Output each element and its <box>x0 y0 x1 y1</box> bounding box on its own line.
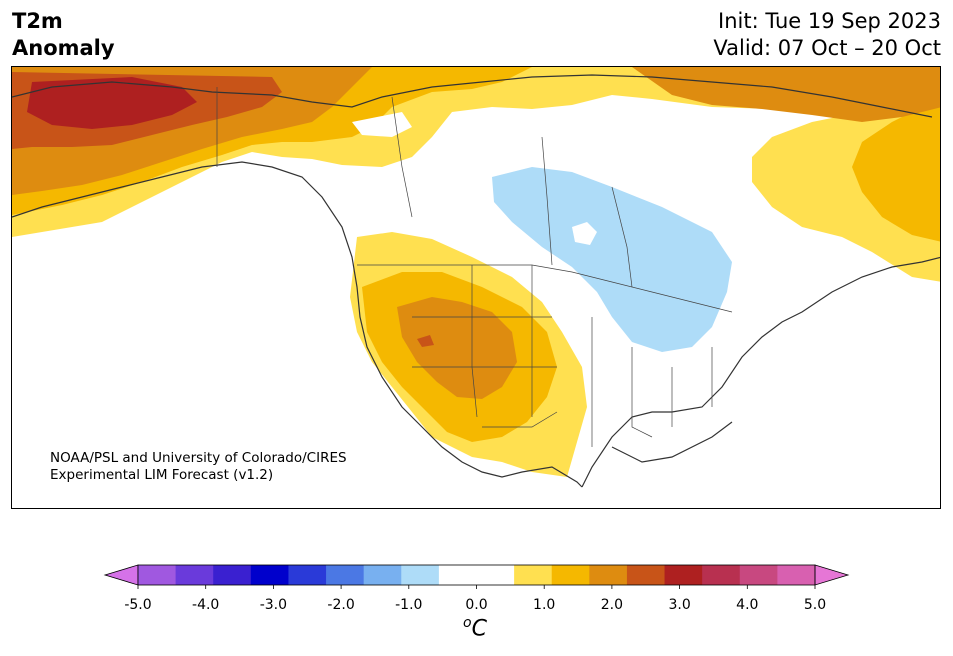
colorbar-swatch <box>175 565 214 585</box>
forecast-dates: Init: Tue 19 Sep 2023 Valid: 07 Oct – 20… <box>713 8 941 62</box>
colorbar-swatch <box>626 565 666 585</box>
warm-region-northeast-darkorange <box>632 67 940 122</box>
credit-line-1: NOAA/PSL and University of Colorado/CIRE… <box>50 450 347 466</box>
colorbar-swatch <box>438 565 477 585</box>
colorbar-swatch <box>476 565 515 585</box>
warm-region-west-darkorange <box>397 297 517 399</box>
init-date: Init: Tue 19 Sep 2023 <box>718 9 941 33</box>
colorbar-tick-label: -4.0 <box>192 597 220 613</box>
political-borders <box>216 87 733 447</box>
colorbar-swatch <box>138 565 177 585</box>
anomaly-map <box>12 67 940 508</box>
cool-region-white-hole <box>572 222 597 245</box>
variable-name: T2m <box>12 9 63 33</box>
colorbar-tick-label: -5.0 <box>124 597 152 613</box>
colorbar-swatch <box>589 565 628 585</box>
colorbar-swatch <box>551 565 590 585</box>
unit-celsius: C <box>471 616 487 642</box>
warm-region-alaska-red <box>27 77 197 129</box>
colorbar-tick-label: 1.0 <box>533 597 556 613</box>
colorbar-swatch <box>401 565 440 585</box>
colorbar-tick-label: -3.0 <box>259 597 288 613</box>
colorbar-swatch <box>664 565 703 585</box>
colorbar-swatch <box>514 565 553 585</box>
colorbar-tick-label: 5.0 <box>803 597 827 613</box>
colorbar-extend-high <box>814 564 850 586</box>
cool-region-great-lakes <box>492 167 732 352</box>
coastlines <box>12 74 940 488</box>
colorbar-swatch <box>288 565 327 585</box>
colorbar-swatch <box>739 565 778 585</box>
colorbar-tick-label: -1.0 <box>395 597 423 613</box>
credit-line-2: Experimental LIM Forecast (v1.2) <box>50 467 274 483</box>
colorbar <box>103 564 850 589</box>
colorbar-tick-label: 3.0 <box>668 597 691 613</box>
map-panel: NOAA/PSL and University of Colorado/CIRE… <box>11 66 941 509</box>
colorbar-tick-label: -2.0 <box>327 597 355 613</box>
colorbar-swatch <box>250 565 289 585</box>
colorbar-tick-label: 4.0 <box>736 597 759 613</box>
colorbar-unit: oC <box>463 615 487 641</box>
colorbar-extend-low <box>103 564 139 586</box>
warm-region-nevada-rust <box>417 335 434 347</box>
valid-period: Valid: 07 Oct – 20 Oct <box>713 36 941 60</box>
colorbar-swatch <box>213 565 252 585</box>
colorbar-swatch <box>777 565 816 585</box>
unit-degree: o <box>463 615 472 631</box>
colorbar-tick-label: 2.0 <box>600 597 624 613</box>
colorbar-swatch <box>702 565 741 585</box>
credit-text: NOAA/PSL and University of Colorado/CIRE… <box>50 450 347 484</box>
chart-title: T2m Anomaly <box>12 8 115 62</box>
colorbar-tick-label: 0.0 <box>465 597 488 613</box>
colorbar-swatch <box>326 565 365 585</box>
variable-type: Anomaly <box>12 36 115 60</box>
colorbar-swatch <box>363 565 402 585</box>
